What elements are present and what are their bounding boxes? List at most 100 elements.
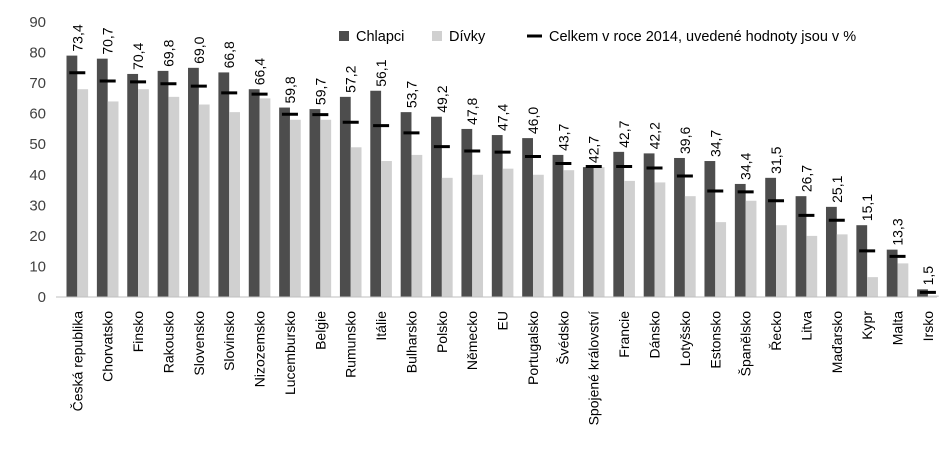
data-label: 69,0 bbox=[191, 36, 207, 63]
data-label: 49,2 bbox=[434, 85, 450, 112]
category-label: Litva bbox=[798, 311, 814, 341]
data-label: 42,7 bbox=[586, 136, 602, 163]
y-tick-label: 30 bbox=[29, 197, 46, 214]
category-label: Slovinsko bbox=[221, 311, 237, 371]
bar-chlapci bbox=[704, 161, 716, 297]
bar-chlapci bbox=[279, 107, 290, 297]
data-labels: 73,4 70,7 70,4 69,8 69,0 66,8 66,4 59,8 59,7 57,2… bbox=[69, 24, 936, 285]
legend-label-celkem: Celkem v roce 2014, uvedené hodnoty jsou… bbox=[549, 29, 856, 45]
bar-chlapci bbox=[248, 89, 260, 297]
bar-chlapci bbox=[66, 55, 78, 297]
bar-chlapci bbox=[886, 249, 898, 297]
bar-chlapci bbox=[309, 109, 321, 297]
data-label: 34,7 bbox=[707, 130, 723, 157]
data-label: 66,8 bbox=[221, 41, 237, 68]
bar-divky bbox=[624, 180, 635, 297]
bar-divky bbox=[867, 277, 878, 297]
category-label: Rumunsko bbox=[343, 311, 359, 378]
data-label: 26,7 bbox=[798, 165, 814, 192]
category-label: Belgie bbox=[312, 311, 328, 350]
category-label: Spojené království bbox=[586, 311, 602, 426]
data-label: 25,1 bbox=[829, 175, 845, 202]
bar-divky bbox=[168, 96, 180, 297]
category-label: Malta bbox=[890, 311, 906, 345]
bar-chlapci bbox=[127, 73, 139, 297]
bar-divky bbox=[745, 200, 757, 297]
bar-chlapci bbox=[431, 116, 442, 297]
bar-chlapci bbox=[582, 167, 594, 297]
y-tick-label: 20 bbox=[29, 228, 46, 245]
data-label: 66,4 bbox=[252, 58, 268, 85]
legend-swatch-divky bbox=[432, 31, 442, 41]
category-label: Francie bbox=[616, 311, 632, 358]
bar-chlapci bbox=[522, 138, 533, 297]
data-label: 70,4 bbox=[130, 42, 146, 69]
bar-divky bbox=[593, 167, 605, 297]
category-label: EU bbox=[495, 311, 511, 330]
bar-divky bbox=[198, 104, 210, 297]
bar-chlapci bbox=[825, 206, 837, 297]
bar-chlapci bbox=[96, 58, 108, 297]
bar-divky bbox=[441, 177, 453, 297]
data-label: 56,1 bbox=[373, 59, 389, 86]
bar-divky bbox=[320, 119, 332, 298]
category-label: Španělsko bbox=[738, 311, 754, 377]
bar-chlapci bbox=[674, 157, 685, 297]
data-label: 53,7 bbox=[403, 81, 419, 108]
data-label: 42,7 bbox=[616, 120, 632, 147]
data-label: 31,5 bbox=[768, 146, 784, 173]
data-label: 39,6 bbox=[677, 127, 693, 154]
category-labels: Česká republika Chorvatsko Finsko Rakousko S… bbox=[69, 311, 936, 426]
y-tick-label: 70 bbox=[29, 75, 46, 92]
bar-divky bbox=[654, 182, 666, 297]
category-label: Lotyšsko bbox=[677, 311, 693, 366]
data-label: 73,4 bbox=[69, 24, 85, 51]
bar-chlapci bbox=[218, 72, 230, 298]
y-tick-label: 0 bbox=[38, 289, 46, 306]
bar-chlapci bbox=[856, 225, 868, 297]
bar-divky bbox=[502, 168, 514, 297]
legend-label-divky: Dívky bbox=[449, 29, 486, 45]
category-label: Bulharsko bbox=[403, 311, 419, 373]
category-label: Slovensko bbox=[191, 311, 207, 376]
bar-divky bbox=[563, 170, 575, 297]
bar-divky bbox=[411, 154, 423, 297]
bar-divky bbox=[259, 98, 271, 297]
category-label: Estonsko bbox=[707, 311, 723, 369]
bar-chlapci bbox=[491, 135, 503, 297]
y-tick-label: 40 bbox=[29, 167, 46, 184]
bar-divky bbox=[684, 196, 696, 297]
bar-divky bbox=[927, 295, 939, 297]
data-label: 57,2 bbox=[343, 65, 359, 92]
legend: Chlapci Dívky Celkem v roce 2014, uveden… bbox=[339, 29, 856, 45]
bar-chlapci bbox=[795, 196, 807, 297]
data-label: 59,7 bbox=[312, 78, 328, 105]
category-label: Itálie bbox=[373, 311, 389, 341]
y-tick-label: 60 bbox=[29, 106, 46, 123]
data-label: 59,8 bbox=[282, 76, 298, 103]
bar-chlapci bbox=[400, 112, 412, 297]
bar-divky bbox=[897, 263, 909, 297]
category-label: Lucembursko bbox=[282, 311, 298, 395]
y-tick-label: 90 bbox=[29, 14, 46, 31]
y-axis: 0 10 20 30 40 50 60 70 80 90 bbox=[29, 14, 46, 306]
bar-divky bbox=[776, 225, 787, 297]
bar-divky bbox=[472, 174, 484, 297]
bar-divky bbox=[77, 89, 89, 297]
data-label: 15,1 bbox=[859, 194, 875, 221]
bar-divky bbox=[229, 112, 240, 297]
category-label: Dánsko bbox=[647, 311, 663, 359]
category-label: Finsko bbox=[130, 311, 146, 352]
bar-divky bbox=[138, 89, 149, 297]
category-label: Portugalsko bbox=[525, 311, 541, 385]
bar-divky bbox=[806, 235, 818, 297]
bar-divky bbox=[381, 161, 392, 297]
legend-label-chlapci: Chlapci bbox=[356, 29, 404, 45]
bars bbox=[66, 55, 939, 298]
category-label: Německo bbox=[464, 311, 480, 370]
bar-divky bbox=[289, 119, 301, 298]
data-label: 42,2 bbox=[647, 122, 663, 149]
category-label: Česká republika bbox=[69, 311, 85, 412]
data-label: 69,8 bbox=[160, 39, 176, 66]
